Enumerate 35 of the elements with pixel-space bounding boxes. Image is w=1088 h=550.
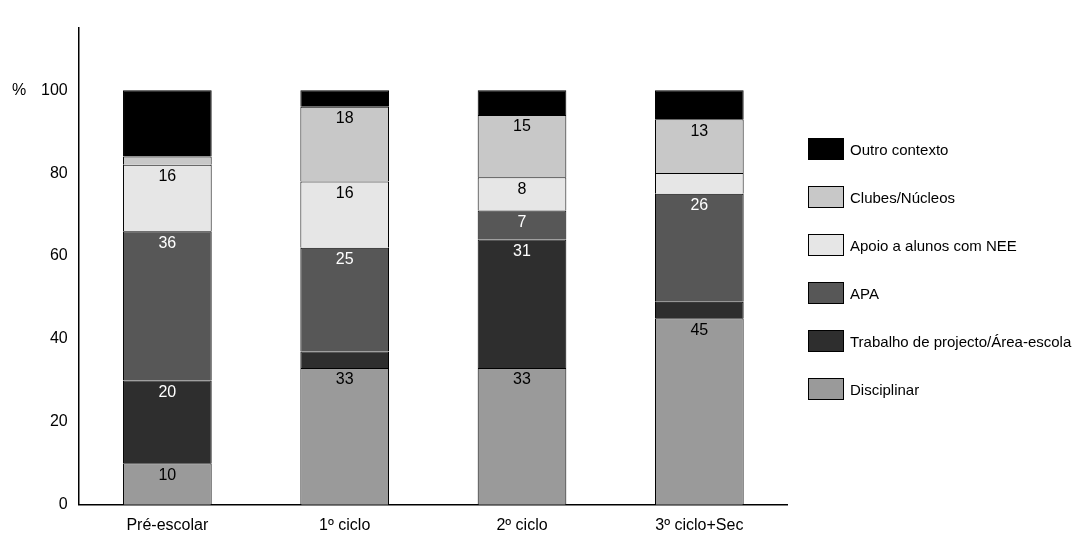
data-label: 16	[335, 183, 354, 201]
legend-label: Disciplinar	[850, 380, 920, 398]
y-tick-label: 100	[40, 80, 68, 98]
data-label: 26	[690, 196, 709, 214]
x-tick-label: 2º ciclo	[496, 515, 548, 533]
data-label: 10	[158, 465, 177, 483]
bar	[655, 90, 744, 120]
data-label: 7	[517, 212, 527, 230]
data-label: 15	[513, 117, 532, 135]
bar	[123, 90, 212, 157]
data-label: 8	[517, 179, 527, 197]
data-label: 45	[690, 320, 709, 338]
y-tick-label: 40	[49, 329, 68, 347]
legend-label: Apoio a alunos com NEE	[850, 236, 1017, 254]
y-tick-label: 20	[49, 412, 68, 430]
legend-label: Outro contexto	[850, 140, 949, 158]
x-tick-label: Pré-escolar	[126, 515, 209, 533]
data-label: 13	[690, 121, 709, 139]
y-tick-label: 60	[49, 246, 68, 264]
y-tick-label: 80	[49, 163, 68, 181]
legend-label: Clubes/Núcleos	[850, 188, 956, 206]
data-label: 20	[158, 382, 177, 400]
legend-label: APA	[850, 284, 879, 302]
y-axis-title: %	[12, 80, 27, 98]
legend-label: Trabalho de projecto/Área-escola	[850, 332, 1072, 350]
data-label: 33	[335, 370, 354, 388]
y-tick-label: 0	[58, 495, 68, 513]
data-label: 31	[513, 241, 532, 259]
x-tick-label: 1º ciclo	[319, 515, 371, 533]
data-label: 18	[335, 109, 354, 127]
data-label: 36	[158, 233, 177, 251]
data-label: 16	[158, 167, 177, 185]
x-tick-label: 3º ciclo+Sec	[655, 515, 744, 533]
data-label: 33	[513, 370, 532, 388]
data-label: 25	[335, 250, 354, 268]
